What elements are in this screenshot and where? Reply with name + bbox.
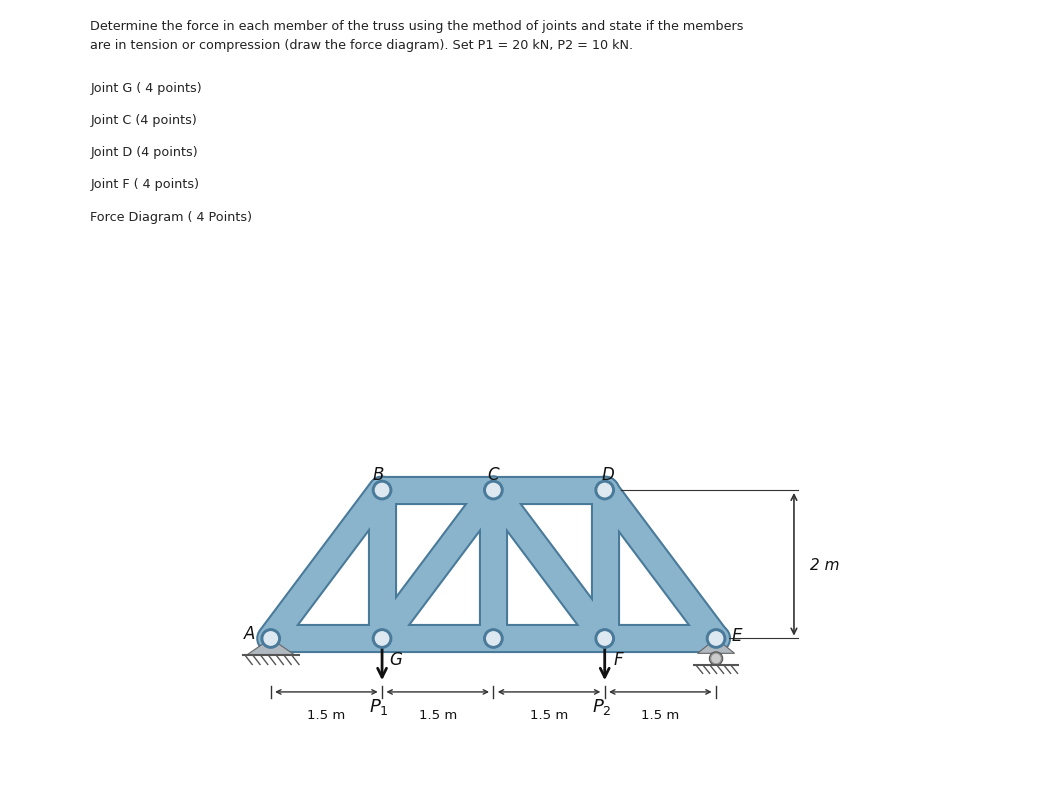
Text: 2 m: 2 m bbox=[810, 557, 840, 572]
Text: Joint C (4 points): Joint C (4 points) bbox=[90, 114, 197, 127]
Circle shape bbox=[261, 629, 281, 648]
Circle shape bbox=[375, 632, 389, 646]
Circle shape bbox=[375, 483, 389, 497]
Circle shape bbox=[484, 629, 503, 648]
Circle shape bbox=[487, 483, 500, 497]
Circle shape bbox=[484, 481, 503, 500]
Text: D: D bbox=[602, 465, 614, 483]
Text: F: F bbox=[613, 650, 623, 668]
Circle shape bbox=[712, 654, 720, 662]
Text: Joint G ( 4 points): Joint G ( 4 points) bbox=[90, 82, 202, 95]
Circle shape bbox=[709, 652, 723, 666]
Circle shape bbox=[595, 629, 614, 648]
Text: $P_2$: $P_2$ bbox=[592, 696, 611, 716]
Text: Force Diagram ( 4 Points): Force Diagram ( 4 Points) bbox=[90, 210, 252, 223]
Text: 1.5 m: 1.5 m bbox=[641, 708, 679, 721]
Text: $P_1$: $P_1$ bbox=[369, 696, 389, 716]
Text: G: G bbox=[389, 650, 402, 668]
Text: 1.5 m: 1.5 m bbox=[530, 708, 569, 721]
Text: 1.5 m: 1.5 m bbox=[419, 708, 457, 721]
Text: Determine the force in each member of the truss using the method of joints and s: Determine the force in each member of th… bbox=[90, 20, 744, 33]
Circle shape bbox=[707, 629, 726, 648]
Circle shape bbox=[595, 481, 614, 500]
Circle shape bbox=[598, 632, 611, 646]
Circle shape bbox=[372, 629, 391, 648]
Text: A: A bbox=[244, 624, 255, 642]
Circle shape bbox=[487, 632, 500, 646]
Polygon shape bbox=[697, 638, 735, 654]
Circle shape bbox=[264, 632, 277, 646]
Text: B: B bbox=[373, 465, 384, 483]
Text: 1.5 m: 1.5 m bbox=[307, 708, 345, 721]
Text: are in tension or compression (draw the force diagram). Set P1 = 20 kN, P2 = 10 : are in tension or compression (draw the … bbox=[90, 39, 634, 51]
Circle shape bbox=[372, 481, 391, 500]
Text: Joint F ( 4 points): Joint F ( 4 points) bbox=[90, 178, 200, 191]
Polygon shape bbox=[247, 638, 294, 655]
Circle shape bbox=[709, 632, 723, 646]
Circle shape bbox=[598, 483, 611, 497]
Text: Joint D (4 points): Joint D (4 points) bbox=[90, 146, 198, 159]
Text: C: C bbox=[488, 465, 500, 483]
Text: E: E bbox=[731, 626, 742, 644]
